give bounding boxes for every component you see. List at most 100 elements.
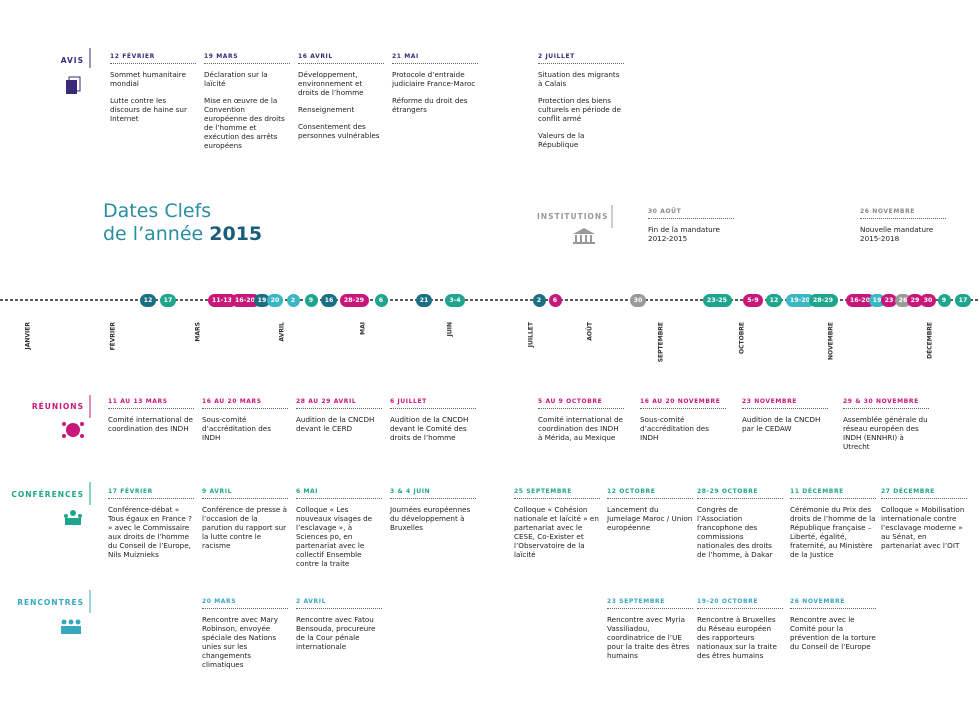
month-label: JUIN — [447, 322, 454, 337]
item-date: 19-20 octobre — [697, 597, 783, 609]
item-text: Sommet humanitaire mondial — [110, 70, 186, 88]
timeline-dot: 16 — [321, 293, 337, 307]
conferences-item: 6 mai Colloque « Les nouveaux visages de … — [296, 487, 382, 576]
title-year: 2015 — [209, 223, 263, 245]
timeline-dot: 19-20 — [785, 293, 815, 307]
timeline-dot: 16-20 — [230, 293, 260, 307]
item-text: Réforme du droit des étrangers — [392, 96, 468, 114]
conferences-item: 28-29 octobre Congrès de l’Association fr… — [697, 487, 783, 567]
item-date: 26 novembre — [860, 207, 946, 219]
item-text: Valeurs de la République — [538, 131, 585, 149]
conferences-item: 12 octobre Lancement du Jumelage Maroc / … — [607, 487, 693, 540]
item-date: 12 octobre — [607, 487, 693, 499]
item-text: Rencontre avec Fatou Bensouda, procureur… — [296, 615, 376, 651]
reunions-item: 5 au 9 octobre Comité international de co… — [538, 397, 624, 450]
item-date: 9 avril — [202, 487, 288, 499]
title-line2: de l’année 2015 — [103, 223, 262, 246]
item-date: 11 décembre — [790, 487, 876, 499]
month-label: SEPTEMBRE — [658, 322, 665, 362]
item-text: Mise en œuvre de la Convention européenn… — [204, 96, 285, 150]
month-label: MARS — [195, 322, 202, 342]
item-text: Renseignement — [298, 105, 355, 114]
item-text: Cérémonie du Prix des droits de l’homme … — [790, 505, 876, 559]
timeline-dot: 11-13 — [207, 293, 237, 307]
item-text: Rencontre avec Mary Robinson, envoyée sp… — [202, 615, 279, 669]
item-date: 23 septembre — [607, 597, 693, 609]
item-text: Comité international de coordination des… — [108, 415, 193, 433]
item-date: 16 avril — [298, 52, 384, 64]
item-text: Fin de la mandature 2012-2015 — [648, 225, 720, 243]
item-text: Rencontre à Bruxelles du Réseau européen… — [697, 615, 777, 660]
item-text: Consentement des personnes vulnérables — [298, 122, 380, 140]
month-label: JANVIER — [25, 322, 32, 351]
month-label: MAI — [360, 322, 367, 335]
item-date: 20 mars — [202, 597, 288, 609]
institutions-label: INSTITUTIONS — [537, 212, 609, 221]
title: Dates Clefs de l’année 2015 — [103, 200, 262, 246]
conferences-item: 17 février Conférence-débat « Tous égaux … — [108, 487, 194, 567]
reunions-item: 29 & 30 novembre Assemblée générale du ré… — [843, 397, 929, 459]
item-text: Protocole d’entraide judiciaire France-M… — [392, 70, 476, 88]
item-date: 2 juillet — [538, 52, 624, 64]
title-line1: Dates Clefs — [103, 200, 212, 222]
timeline-dot: 3-4 — [445, 293, 465, 307]
item-text: Lutte contre les discours de haine sur I… — [110, 96, 187, 123]
month-label: NOVEMBRE — [828, 322, 835, 360]
item-date: 25 septembre — [514, 487, 600, 499]
item-text: Colloque « Mobilisation internationale c… — [881, 505, 965, 550]
item-date: 6 juillet — [390, 397, 476, 409]
item-date: 19 mars — [204, 52, 290, 64]
avis-item: 16 avril Développement, environnement et … — [298, 52, 384, 148]
rencontres-label: RENCONTRES — [17, 598, 84, 607]
reunions-item: 28 au 29 avril Audition de la CNCDH devan… — [296, 397, 382, 441]
title-text: de l’année — [103, 223, 204, 245]
timeline-dot: 29 — [907, 293, 923, 307]
item-text: Rencontre avec le Comité pour la prévent… — [790, 615, 876, 651]
item-date: 21 mai — [392, 52, 478, 64]
item-text: Audition de la CNCDH par le CEDAW — [742, 415, 821, 433]
item-text: Journées européennes du développement à … — [390, 505, 471, 532]
timeline-dot: 2 — [532, 293, 546, 307]
month-label: DÉCEMBRE — [926, 322, 934, 359]
item-date: 30 août — [648, 207, 734, 219]
item-text: Lancement du Jumelage Maroc / Union euro… — [607, 505, 693, 532]
item-text: Conférence de presse à l’occasion de la … — [202, 505, 288, 550]
reunions-item: 16 au 20 novembre Sous-comité d’accrédita… — [640, 397, 726, 450]
item-text: Congrès de l’Association francophone des… — [697, 505, 773, 559]
timeline-dot: 17 — [955, 293, 971, 307]
conferences-item: 9 avril Conférence de presse à l’occasion… — [202, 487, 288, 558]
month-label: AVRIL — [279, 322, 286, 342]
item-date: 23 novembre — [742, 397, 828, 409]
item-date: 28-29 octobre — [697, 487, 783, 499]
conferences-item: 3 & 4 juin Journées européennes du dévelo… — [390, 487, 476, 540]
item-text: Colloque « Cohésion nationale et laïcité… — [514, 505, 599, 559]
item-text: Rencontre avec Myria Vassiliadou, coordi… — [607, 615, 690, 660]
item-date: 26 novembre — [790, 597, 876, 609]
item-text: Nouvelle mandature 2015-2018 — [860, 225, 934, 243]
rencontres-item: 23 septembre Rencontre avec Myria Vassili… — [607, 597, 693, 668]
avis-icon — [66, 76, 81, 94]
timeline-dot: 30 — [630, 293, 646, 307]
item-date: 6 mai — [296, 487, 382, 499]
rencontres-item: 20 mars Rencontre avec Mary Robinson, env… — [202, 597, 288, 677]
conferences-label: CONFÉRENCES — [11, 490, 84, 499]
institutions-icon — [573, 228, 595, 244]
item-text: Assemblée générale du réseau européen de… — [843, 415, 928, 451]
institutions-item: 26 novembre Nouvelle mandature 2015-2018 — [860, 207, 946, 251]
item-date: 11 au 13 mars — [108, 397, 194, 409]
reunions-icon — [62, 422, 84, 438]
reunions-item: 6 juillet Audition de la CNCDH devant le … — [390, 397, 476, 450]
rencontres-item: 2 avril Rencontre avec Fatou Bensouda, pr… — [296, 597, 382, 659]
timeline-dot: 12 — [766, 293, 782, 307]
timeline-dot: 19 — [869, 293, 885, 307]
item-date: 16 au 20 novembre — [640, 397, 726, 409]
timeline-dot: 28-29 — [808, 293, 838, 307]
rencontres-item: 26 novembre Rencontre avec le Comité pour… — [790, 597, 876, 659]
item-text: Protection des biens culturels en périod… — [538, 96, 621, 123]
item-text: Colloque « Les nouveaux visages de l’esc… — [296, 505, 373, 568]
item-date: 17 février — [108, 487, 194, 499]
item-text: Audition de la CNCDH devant le CERD — [296, 415, 375, 433]
month-label: OCTOBRE — [739, 322, 746, 354]
conferences-item: 27 décembre Colloque « Mobilisation inter… — [881, 487, 967, 558]
